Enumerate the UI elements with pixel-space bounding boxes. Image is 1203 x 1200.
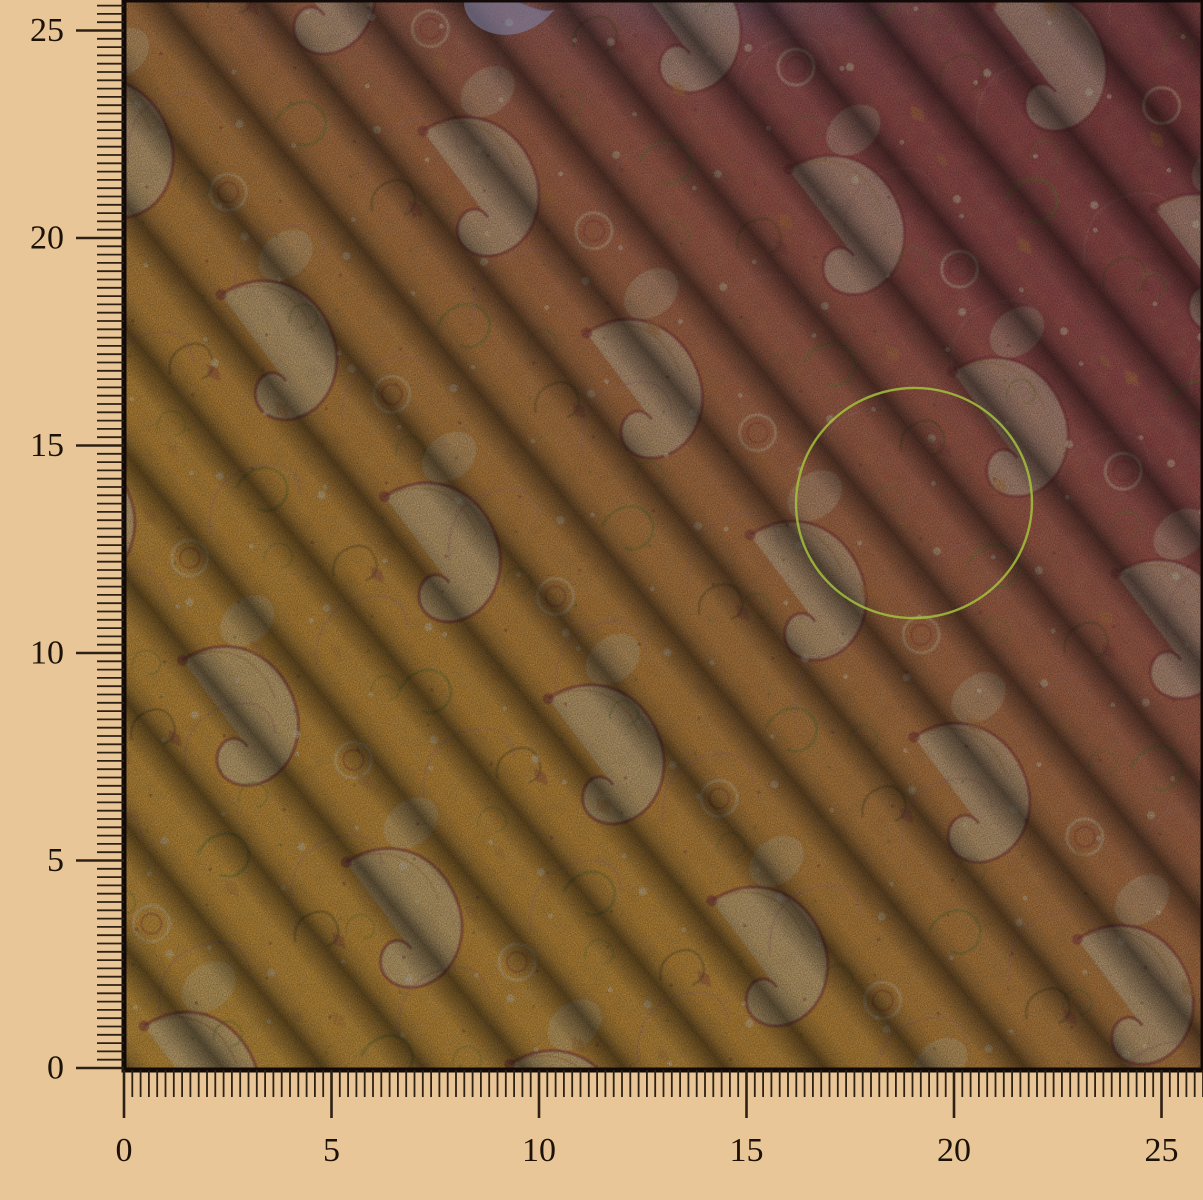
svg-text:20: 20 bbox=[30, 220, 64, 257]
svg-text:10: 10 bbox=[30, 635, 64, 672]
svg-text:5: 5 bbox=[47, 842, 64, 879]
svg-text:10: 10 bbox=[522, 1132, 556, 1169]
svg-text:0: 0 bbox=[47, 1050, 64, 1087]
svg-text:15: 15 bbox=[30, 427, 64, 464]
svg-text:25: 25 bbox=[1145, 1132, 1179, 1169]
svg-text:15: 15 bbox=[730, 1132, 764, 1169]
svg-text:25: 25 bbox=[30, 12, 64, 49]
svg-text:20: 20 bbox=[937, 1132, 971, 1169]
svg-text:5: 5 bbox=[323, 1132, 340, 1169]
svg-text:0: 0 bbox=[116, 1132, 133, 1169]
